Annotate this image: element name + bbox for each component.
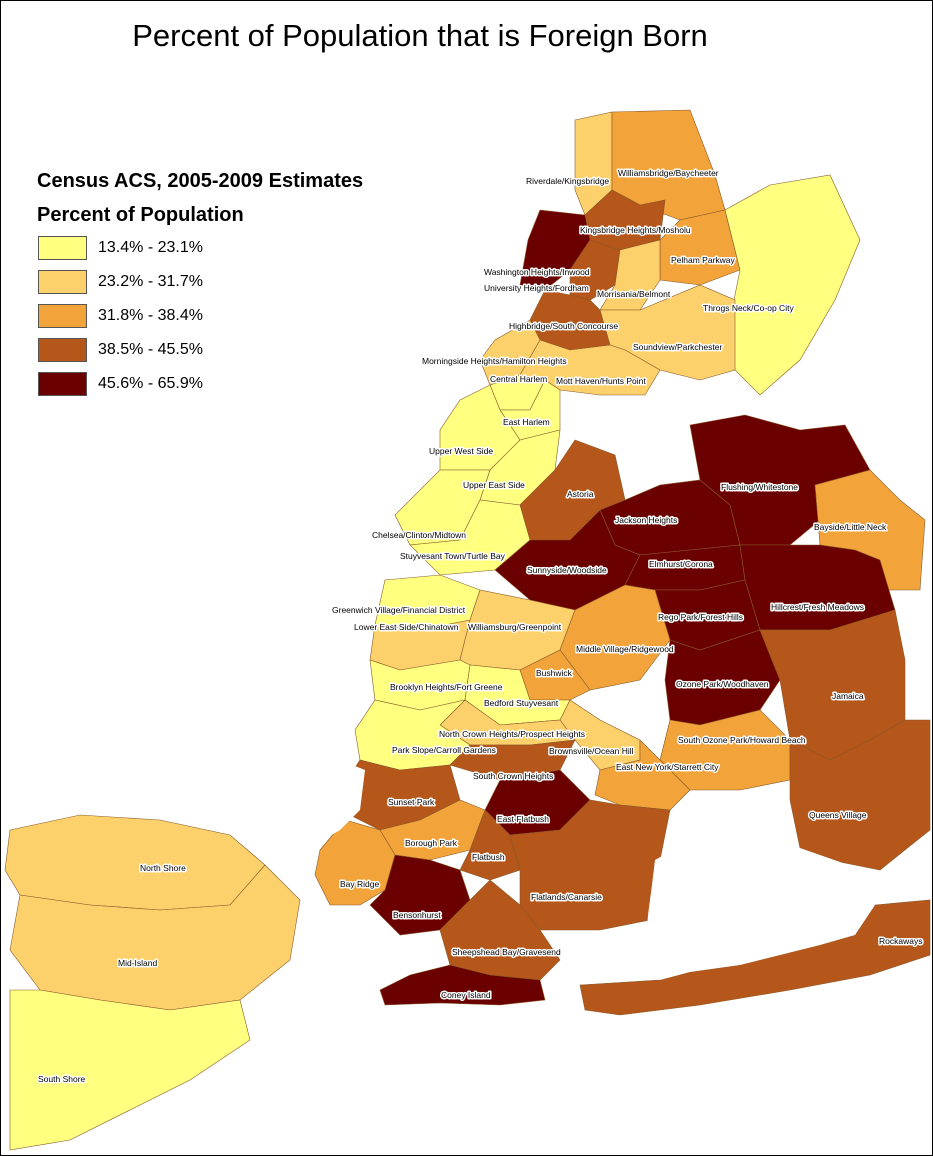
- district-label: Flushing/Whitestone: [721, 482, 798, 492]
- district-label: Mid-Island: [118, 958, 157, 968]
- legend-item: 45.6% - 65.9%: [38, 371, 203, 397]
- legend-label: 38.5% - 45.5%: [98, 341, 203, 358]
- district-hillcrest-fresh-meadows: [739, 544, 896, 631]
- legend-label: 31.8% - 38.4%: [98, 307, 203, 324]
- district-labels: Riverdale/Kingsbridge Williamsbridge/Bayc…: [37, 167, 924, 1086]
- district-regions: [4, 109, 931, 1151]
- legend-item: 38.5% - 45.5%: [38, 337, 203, 363]
- district-label: Coney Island: [441, 990, 491, 1000]
- legend-swatch: [38, 338, 87, 362]
- district-label: Washington Heights/Inwood: [484, 267, 590, 277]
- district-label: Hillcrest/Fresh Meadows: [771, 602, 864, 612]
- district-label: Bedford Stuyvesant: [484, 698, 559, 708]
- district-label: Chelsea/Clinton/Midtown: [372, 530, 466, 540]
- district-queens-village: [789, 719, 931, 871]
- water-bodies: [300, 760, 875, 980]
- legend-swatch: [38, 236, 87, 260]
- legend-swatch: [38, 270, 87, 294]
- district-soundview-parkchester: [599, 284, 736, 381]
- district-label: Williamsburg/Greenpoint: [468, 622, 562, 632]
- district-mott-haven-hunts-point: [519, 339, 661, 396]
- district-label: North Shore: [140, 863, 186, 873]
- district-label: Queens Village: [809, 810, 867, 820]
- district-south-ozone-park-howard-beach: [659, 709, 791, 791]
- legend-item: 23.2% - 31.7%: [38, 269, 203, 295]
- district-label: Soundview/Parkchester: [633, 342, 722, 352]
- district-label: East Flatbush: [497, 814, 549, 824]
- legend-title: Census ACS, 2005-2009 Estimates: [37, 170, 364, 192]
- district-label: Bay Ridge: [340, 879, 379, 889]
- district-label: Brownsville/Ocean Hill: [549, 746, 634, 756]
- legend-label: 45.6% - 65.9%: [98, 375, 203, 392]
- district-label: Morningside Heights/Hamilton Heights: [422, 356, 567, 366]
- district-label: Rockaways: [879, 936, 922, 946]
- district-north-shore: [4, 814, 266, 911]
- legend-swatch: [38, 304, 87, 328]
- district-label: Stuyvesant Town/Turtle Bay: [400, 551, 506, 561]
- district-label: East Harlem: [503, 417, 550, 427]
- district-label: Lower East Side/Chinatown: [354, 622, 459, 632]
- district-label: Elmhurst/Corona: [649, 559, 713, 569]
- district-label: Highbridge/South Concourse: [509, 321, 618, 331]
- map-title: Percent of Population that is Foreign Bo…: [132, 18, 708, 53]
- district-label: Rego Park/Forest Hills: [658, 612, 743, 622]
- jamaica-bay-water: [645, 832, 875, 980]
- district-label: Bensonhurst: [393, 910, 441, 920]
- district-south-shore: [9, 989, 251, 1151]
- district-washington-heights-inwood: [519, 209, 591, 291]
- district-label: South Crown Heights: [473, 771, 553, 781]
- district-label: Sunnyside/Woodside: [527, 565, 607, 575]
- district-throgs-neck-co-op-city: [724, 174, 861, 396]
- district-label: Throgs Neck/Co-op City: [703, 303, 794, 313]
- district-label: Mott Haven/Hunts Point: [556, 376, 646, 386]
- district-label: South Ozone Park/Howard Beach: [678, 735, 806, 745]
- district-east-new-york-starrett-city: [594, 739, 691, 811]
- district-label: Ozone Park/Woodhaven: [676, 679, 769, 689]
- district-label: Flatlands/Canarsie: [531, 892, 602, 902]
- legend-label: 23.2% - 31.7%: [98, 273, 203, 290]
- legend-subtitle: Percent of Population: [37, 204, 244, 226]
- district-bensonhurst: [369, 854, 471, 936]
- district-label: North Crown Heights/Prospect Heights: [439, 729, 585, 739]
- district-label: Greenwich Village/Financial District: [332, 605, 466, 615]
- district-coney-island: [379, 964, 546, 1006]
- district-label: Pelham Parkway: [671, 255, 736, 265]
- legend-swatch: [38, 372, 87, 396]
- district-label: Central Harlem: [490, 374, 547, 384]
- district-label: Morrisania/Belmont: [597, 289, 671, 299]
- district-label: Upper East Side: [463, 480, 525, 490]
- district-label: Jamaica: [832, 691, 864, 701]
- district-label: Riverdale/Kingsbridge: [526, 176, 609, 186]
- district-label: Bushwick: [536, 668, 573, 678]
- legend-item: 31.8% - 38.4%: [38, 303, 203, 329]
- district-label: Bayside/Little Neck: [814, 522, 887, 532]
- district-label: University Heights/Fordham: [484, 283, 589, 293]
- district-label: Borough Park: [405, 838, 458, 848]
- legend-label: 13.4% - 23.1%: [98, 239, 203, 256]
- district-label: Flatbush: [472, 852, 505, 862]
- district-label: Williamsbridge/Baycheeter: [618, 168, 719, 178]
- district-label: Upper West Side: [429, 446, 493, 456]
- harbor-water: [300, 760, 365, 845]
- district-label: East New York/Starrett City: [616, 762, 719, 772]
- district-label: Sunset Park: [388, 797, 435, 807]
- district-label: Middle Village/Ridgewood: [576, 644, 674, 654]
- district-label: Sheepshead Bay/Gravesend: [452, 947, 561, 957]
- district-label: Jackson Heights: [615, 515, 677, 525]
- district-label: Astoria: [567, 489, 594, 499]
- district-label: South Shore: [38, 1074, 86, 1084]
- district-ozone-park-woodhaven: [664, 629, 781, 726]
- district-label: Park Slope/Carroll Gardens: [392, 745, 496, 755]
- legend-item: 13.4% - 23.1%: [38, 235, 203, 261]
- district-label: Kingsbridge Heights/Mosholu: [580, 225, 691, 235]
- district-label: Brooklyn Heights/Fort Greene: [390, 682, 503, 692]
